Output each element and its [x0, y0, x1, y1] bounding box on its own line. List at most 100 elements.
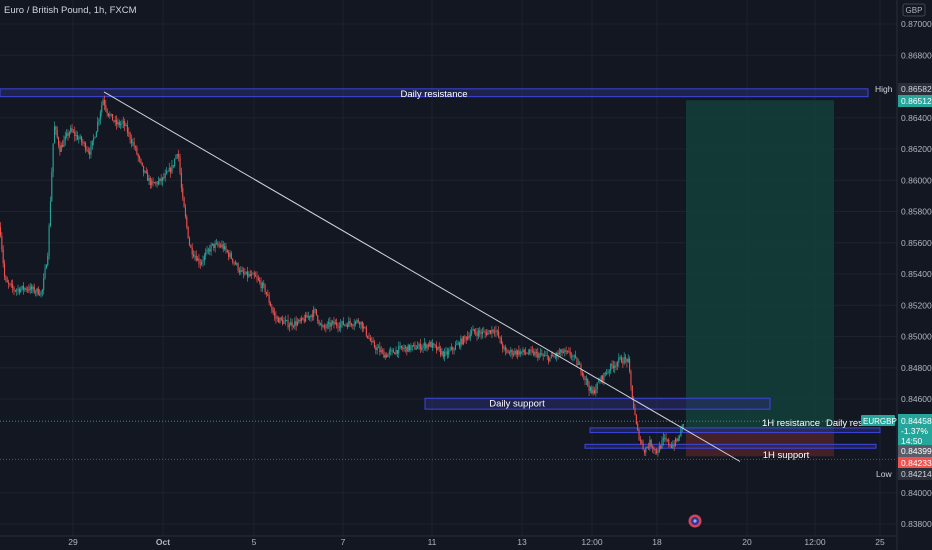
candle-body	[248, 274, 250, 277]
candle-body	[44, 268, 46, 279]
candle-body	[361, 321, 363, 329]
candle-body	[503, 347, 505, 349]
candle-body	[60, 145, 62, 152]
candle-body	[157, 181, 159, 185]
candle-body	[275, 315, 277, 319]
candle-body	[338, 327, 340, 329]
candle-body	[232, 258, 234, 262]
candle-body	[186, 216, 188, 227]
current-price-bg	[898, 414, 932, 446]
candle-body	[137, 154, 139, 157]
candle-body	[604, 373, 606, 374]
candle-body	[465, 337, 467, 340]
y-tick-label: 0.85000	[901, 332, 932, 342]
candle-body	[10, 283, 12, 285]
x-tick-label: 11	[428, 537, 437, 547]
candle-body	[598, 381, 600, 383]
candle-body	[4, 263, 6, 277]
candle-body	[6, 280, 8, 283]
candle-body	[101, 105, 103, 113]
candle-body	[679, 436, 681, 438]
y-tick-label: 0.85800	[901, 207, 932, 217]
candle-body	[278, 317, 280, 323]
entry-value: 0.84399	[901, 446, 932, 456]
candle-body	[143, 165, 145, 173]
candle-body	[592, 390, 594, 394]
candle-body	[544, 355, 546, 357]
candle-body	[178, 154, 180, 158]
candle-body	[291, 322, 293, 327]
candle-body	[12, 284, 14, 288]
candle-body	[506, 349, 508, 351]
candle-body	[496, 330, 498, 332]
candle-body	[484, 331, 486, 334]
stop-value: 0.84233	[901, 458, 932, 468]
candle-body	[469, 334, 471, 338]
candle-body	[461, 338, 463, 345]
candle-body	[296, 321, 299, 326]
candle-body	[558, 352, 560, 355]
candle-body	[669, 444, 671, 446]
candle-body	[553, 355, 555, 357]
candle-body	[521, 351, 523, 353]
candle-body	[463, 336, 465, 345]
candle-body	[310, 314, 312, 318]
candle-body	[453, 349, 455, 351]
candles	[0, 95, 685, 457]
candle-body	[392, 349, 394, 353]
candle-body	[170, 168, 172, 173]
candle-body	[109, 114, 111, 117]
bar-countdown: 14:50	[901, 436, 923, 446]
candle-body	[376, 347, 378, 350]
trendline	[103, 91, 741, 462]
candle-body	[116, 119, 118, 125]
candle-body	[257, 278, 259, 281]
candle-body	[637, 423, 639, 431]
candle-body	[225, 246, 227, 251]
target-zone	[686, 100, 834, 431]
candle-body	[665, 437, 667, 441]
candle-body	[353, 324, 355, 326]
candle-body	[383, 351, 385, 358]
candle-body	[630, 371, 632, 386]
candle-body	[429, 341, 431, 347]
candle-body	[47, 255, 49, 266]
candle-body	[643, 449, 645, 453]
candle-body	[500, 337, 502, 345]
candle-body	[575, 355, 577, 358]
candle-body	[375, 347, 377, 350]
candle-body	[213, 243, 215, 249]
candle-body	[152, 181, 154, 183]
candle-body	[314, 309, 316, 311]
1h-support-label: 1H support	[763, 450, 810, 461]
candle-body	[387, 353, 389, 358]
y-tick-label: 0.86800	[901, 50, 932, 60]
candle-body	[356, 320, 358, 322]
candle-body	[233, 261, 235, 263]
candle-body	[658, 445, 660, 453]
candle-body	[253, 273, 255, 276]
candle-body	[611, 363, 613, 366]
y-tick-label: 0.87000	[901, 19, 932, 29]
candle-body	[325, 327, 327, 328]
candle-body	[168, 168, 170, 172]
candle-body	[607, 371, 609, 374]
candle-body	[326, 323, 328, 328]
candle-body	[571, 355, 573, 357]
candle-body	[299, 319, 301, 321]
candle-body	[41, 289, 43, 292]
candle-body	[514, 350, 516, 354]
candle-body	[576, 357, 578, 365]
candle-body	[634, 407, 636, 416]
candle-body	[25, 288, 27, 290]
candle-body	[199, 263, 201, 265]
candle-body	[164, 173, 166, 178]
candle-body	[583, 375, 585, 377]
candle-body	[330, 322, 332, 327]
y-tick-label: 0.84000	[901, 488, 932, 498]
candle-body	[222, 244, 224, 250]
candle-body	[672, 445, 674, 448]
candle-body	[0, 227, 2, 237]
candle-body	[241, 270, 243, 272]
